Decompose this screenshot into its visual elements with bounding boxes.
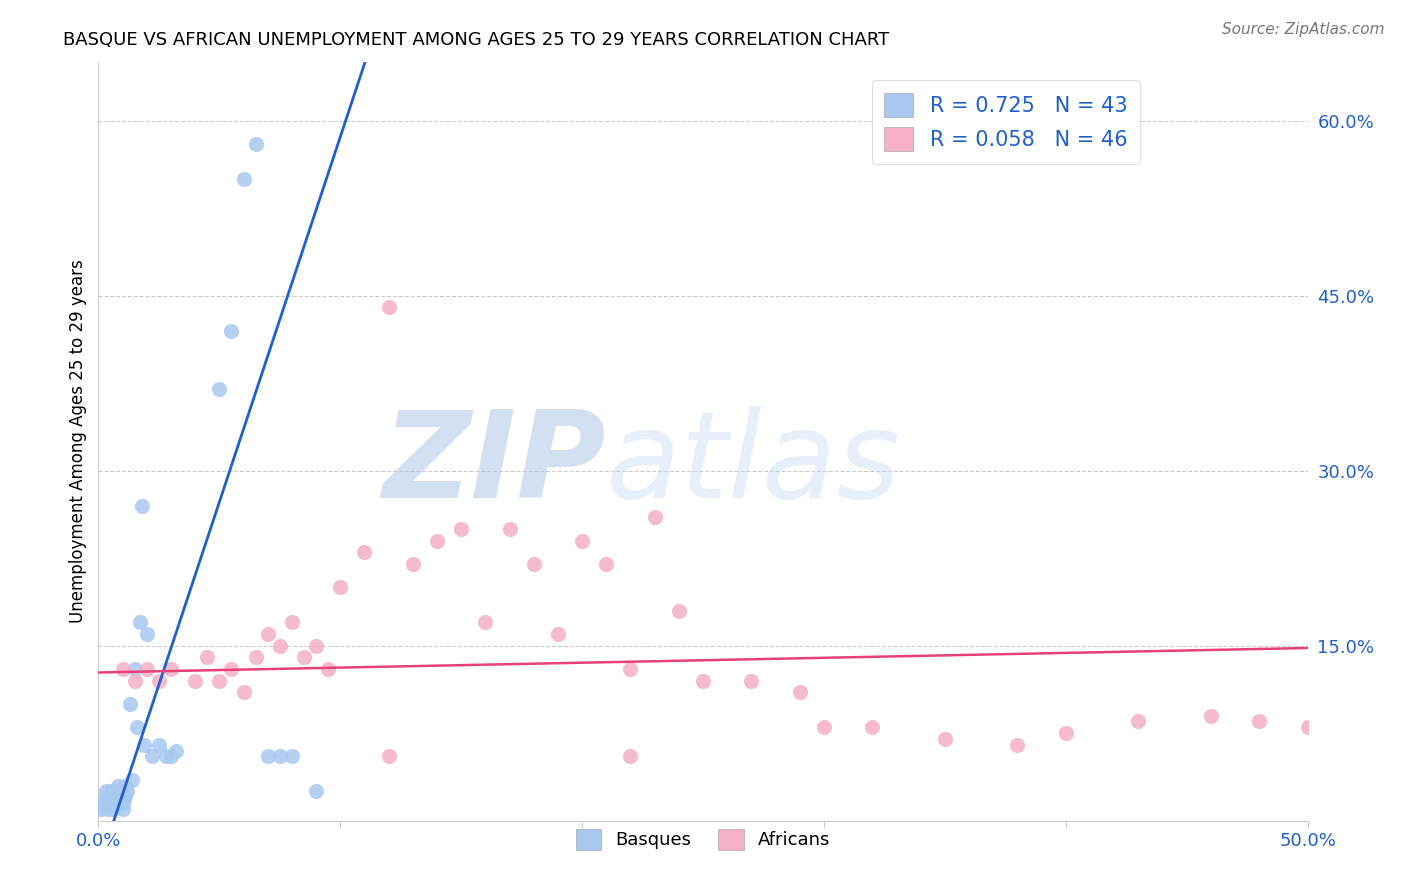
Point — [111, 790, 134, 805]
Point — [256, 627, 278, 641]
Point — [101, 790, 124, 805]
Text: BASQUE VS AFRICAN UNEMPLOYMENT AMONG AGES 25 TO 29 YEARS CORRELATION CHART: BASQUE VS AFRICAN UNEMPLOYMENT AMONG AGE… — [63, 31, 890, 49]
Point — [1199, 708, 1222, 723]
Point — [221, 324, 243, 338]
Point — [281, 615, 304, 630]
Point — [124, 662, 146, 676]
Point — [94, 784, 117, 798]
Point — [292, 650, 315, 665]
Point — [90, 802, 112, 816]
Point — [117, 784, 139, 798]
Point — [377, 301, 399, 315]
Point — [353, 545, 375, 559]
Point — [100, 784, 122, 798]
Point — [135, 662, 157, 676]
Point — [934, 731, 956, 746]
Point — [523, 557, 546, 571]
Point — [108, 784, 131, 798]
Point — [184, 673, 207, 688]
Point — [195, 650, 218, 665]
Point — [100, 790, 122, 805]
Point — [97, 802, 120, 816]
Point — [316, 662, 339, 676]
Point — [547, 627, 569, 641]
Point — [619, 662, 641, 676]
Point — [402, 557, 425, 571]
Point — [450, 522, 472, 536]
Point — [619, 749, 641, 764]
Point — [1007, 738, 1029, 752]
Point — [329, 580, 352, 594]
Point — [269, 639, 291, 653]
Point — [245, 137, 267, 152]
Text: Source: ZipAtlas.com: Source: ZipAtlas.com — [1222, 22, 1385, 37]
Point — [1128, 714, 1150, 729]
Point — [121, 772, 143, 787]
Point — [692, 673, 714, 688]
Point — [474, 615, 496, 630]
Point — [135, 627, 157, 641]
Point — [668, 604, 690, 618]
Point — [111, 662, 134, 676]
Point — [165, 744, 187, 758]
Point — [107, 790, 129, 805]
Point — [94, 790, 117, 805]
Point — [114, 790, 136, 805]
Point — [104, 784, 127, 798]
Point — [118, 697, 141, 711]
Point — [114, 779, 136, 793]
Point — [1249, 714, 1271, 729]
Point — [127, 720, 149, 734]
Point — [208, 673, 231, 688]
Point — [160, 749, 183, 764]
Point — [860, 720, 883, 734]
Point — [377, 749, 399, 764]
Point — [124, 673, 146, 688]
Point — [232, 172, 254, 186]
Point — [111, 802, 134, 816]
Point — [221, 662, 243, 676]
Point — [208, 382, 231, 396]
Point — [245, 650, 267, 665]
Point — [155, 749, 177, 764]
Point — [148, 738, 170, 752]
Point — [108, 796, 131, 810]
Point — [104, 796, 127, 810]
Point — [1296, 720, 1319, 734]
Point — [281, 749, 304, 764]
Point — [305, 784, 328, 798]
Point — [269, 749, 291, 764]
Point — [595, 557, 617, 571]
Point — [101, 802, 124, 816]
Text: ZIP: ZIP — [382, 406, 606, 523]
Point — [789, 685, 811, 699]
Point — [305, 639, 328, 653]
Point — [232, 685, 254, 699]
Text: atlas: atlas — [606, 406, 901, 523]
Point — [1054, 726, 1077, 740]
Point — [131, 499, 153, 513]
Point — [97, 796, 120, 810]
Point — [134, 738, 156, 752]
Point — [498, 522, 520, 536]
Point — [111, 796, 134, 810]
Point — [571, 533, 593, 548]
Point — [148, 673, 170, 688]
Point — [256, 749, 278, 764]
Point — [160, 662, 183, 676]
Point — [141, 749, 163, 764]
Point — [91, 796, 114, 810]
Y-axis label: Unemployment Among Ages 25 to 29 years: Unemployment Among Ages 25 to 29 years — [69, 260, 87, 624]
Point — [107, 779, 129, 793]
Point — [426, 533, 449, 548]
Legend: Basques, Africans: Basques, Africans — [568, 822, 838, 857]
Point — [644, 510, 666, 524]
Point — [740, 673, 762, 688]
Point — [128, 615, 150, 630]
Point — [813, 720, 835, 734]
